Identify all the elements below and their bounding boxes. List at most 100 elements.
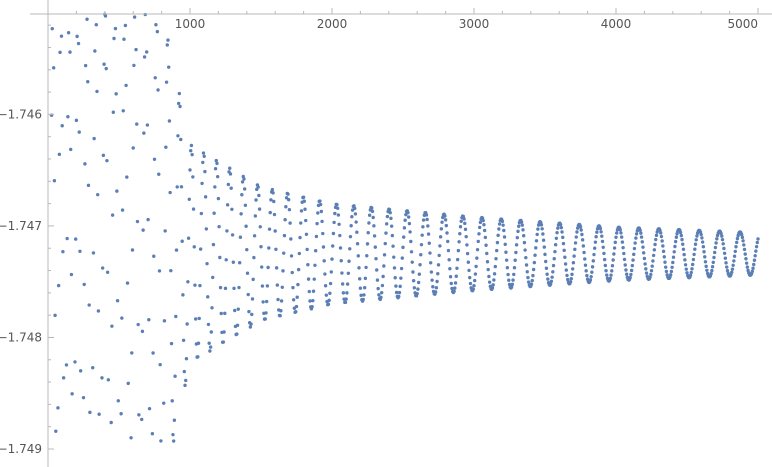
data-point (712, 250, 717, 255)
data-point (385, 214, 390, 219)
data-point (375, 268, 379, 272)
data-point (640, 240, 644, 244)
data-point (457, 240, 461, 244)
data-point (206, 322, 211, 327)
data-point (664, 269, 669, 274)
data-point (630, 263, 635, 268)
data-point (384, 222, 389, 226)
data-point (573, 241, 578, 245)
data-point (670, 265, 674, 269)
data-point (86, 183, 91, 188)
data-point (287, 207, 292, 212)
data-point (654, 237, 658, 242)
data-point (143, 12, 147, 17)
data-point (468, 275, 472, 280)
data-point (486, 267, 490, 272)
data-point (76, 41, 81, 46)
y-tick-label: −1.747 (0, 219, 42, 233)
data-point (263, 317, 267, 321)
data-point (434, 286, 439, 290)
data-point (304, 218, 308, 223)
data-point (715, 237, 719, 241)
data-point (202, 154, 206, 158)
data-point (598, 226, 603, 231)
data-point (191, 175, 195, 179)
data-point (482, 228, 487, 233)
data-point (205, 261, 209, 266)
data-point (681, 247, 686, 251)
data-point (109, 420, 113, 425)
data-point (502, 235, 507, 239)
data-point (574, 235, 578, 239)
data-point (632, 246, 637, 251)
data-point (580, 232, 584, 237)
data-point (639, 231, 643, 235)
data-point (112, 36, 116, 41)
data-point (402, 235, 406, 239)
data-point (239, 212, 243, 216)
data-point (299, 221, 303, 225)
data-point (713, 245, 718, 250)
data-point (412, 286, 417, 290)
data-point (186, 280, 190, 284)
data-point (221, 340, 226, 344)
data-point (433, 290, 438, 294)
data-point (353, 212, 358, 216)
data-point (354, 220, 358, 224)
data-point (584, 269, 588, 273)
data-point (257, 193, 261, 198)
data-point (566, 277, 570, 282)
data-point (624, 268, 628, 272)
data-point (69, 147, 73, 152)
data-point (142, 131, 146, 135)
data-point (182, 369, 187, 374)
data-point (265, 284, 270, 288)
data-point (306, 277, 311, 281)
data-point (710, 268, 714, 273)
data-point (722, 246, 726, 251)
data-point (595, 230, 599, 234)
data-point (387, 207, 392, 212)
data-point (753, 254, 757, 258)
data-point (724, 261, 728, 265)
data-point (408, 230, 412, 234)
data-point (61, 376, 66, 380)
data-point (690, 262, 695, 267)
data-point (521, 228, 525, 232)
data-point (240, 180, 245, 184)
data-point (573, 247, 577, 252)
data-point (145, 123, 150, 127)
data-point (56, 406, 60, 410)
data-point (600, 239, 605, 244)
data-point (377, 293, 381, 297)
data-point (291, 298, 296, 302)
data-point (193, 317, 198, 321)
data-point (326, 302, 331, 306)
data-point (590, 265, 595, 269)
data-point (355, 242, 360, 246)
data-point (121, 109, 125, 113)
data-point (163, 229, 167, 233)
data-point (60, 124, 64, 128)
data-point (322, 259, 326, 263)
data-point (496, 233, 500, 238)
data-point (244, 224, 248, 228)
data-point (684, 267, 688, 271)
data-point (225, 203, 230, 207)
data-point (416, 280, 421, 285)
data-point (411, 279, 416, 283)
data-point (198, 283, 202, 288)
data-point (743, 252, 747, 256)
data-point (261, 300, 265, 304)
data-point (155, 29, 160, 34)
data-point (725, 265, 729, 269)
data-point (252, 234, 257, 238)
data-point (276, 297, 280, 302)
data-point (50, 26, 54, 31)
x-tick-label: 3000 (459, 17, 490, 31)
data-point (417, 272, 422, 276)
data-point (270, 187, 275, 192)
data-point (176, 101, 181, 106)
data-point (436, 263, 441, 267)
data-point (735, 240, 739, 245)
